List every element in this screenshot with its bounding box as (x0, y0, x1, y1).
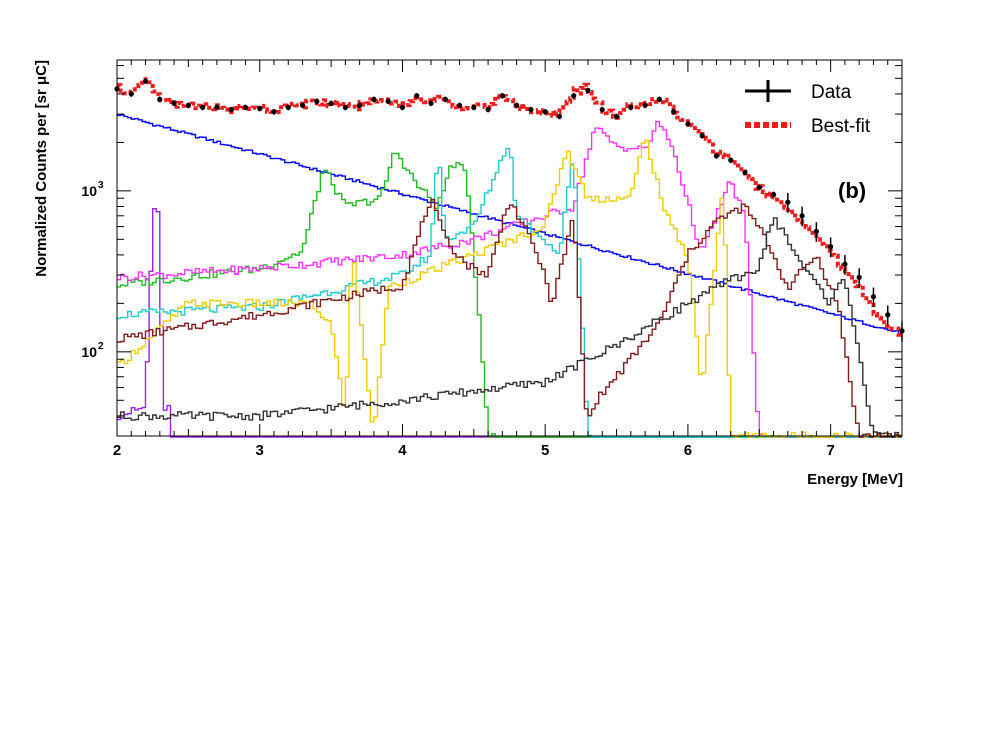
data-point (628, 104, 634, 110)
data-point (200, 104, 206, 110)
data-point (385, 98, 391, 104)
legend: Data Best-fit (745, 80, 871, 137)
data-point (556, 113, 563, 120)
data-point (471, 104, 477, 110)
data-point (656, 96, 662, 102)
best-fit-curve (117, 77, 902, 337)
data-point (685, 121, 691, 127)
data-point (599, 106, 605, 113)
y-axis-label: Normalized Counts per [sr μC] (33, 60, 50, 277)
data-point (499, 93, 505, 99)
data-point (157, 96, 163, 102)
data-point (713, 153, 720, 159)
data-point (514, 102, 520, 108)
histogram-series-3 (117, 152, 902, 438)
y-tick-label-exponent: 2 (98, 341, 104, 352)
series-layer (117, 114, 902, 438)
data-point (528, 106, 534, 113)
data-point (571, 93, 577, 99)
data-point (214, 104, 220, 110)
histogram-series-8 (117, 217, 902, 438)
legend-data-label: Data (811, 82, 852, 103)
data-point (485, 106, 491, 113)
data-point (613, 113, 620, 120)
data-point (799, 213, 805, 219)
legend-entry-data: Data (745, 80, 852, 103)
data-point (357, 102, 363, 108)
histogram-series-5 (117, 147, 902, 438)
data-layer (114, 78, 905, 342)
data-point (885, 312, 891, 318)
legend-entry-best-fit: Best-fit (745, 116, 871, 137)
data-point (699, 133, 705, 139)
data-point (456, 102, 463, 108)
data-point (342, 104, 348, 110)
panel-label: (b) (838, 178, 866, 203)
data-point (756, 184, 762, 191)
data-point (542, 109, 548, 115)
plot-frame (116, 59, 903, 437)
data-point (299, 102, 306, 108)
data-point (728, 157, 734, 163)
data-point (442, 96, 448, 102)
data-point (314, 98, 320, 104)
data-point (142, 78, 149, 84)
y-tick-label: 10 (81, 344, 97, 360)
data-point (770, 191, 777, 198)
histogram-series-6 (117, 139, 902, 438)
histogram-series-2 (117, 208, 902, 438)
x-tick-label: 2 (113, 442, 121, 459)
data-point (642, 102, 648, 108)
x-tick-label: 6 (684, 442, 692, 459)
data-point (428, 100, 434, 106)
data-point (828, 244, 834, 250)
data-point (285, 104, 291, 110)
y-tick-label-exponent: 3 (98, 180, 104, 191)
data-point (742, 169, 748, 176)
data-point (242, 104, 249, 110)
x-tick-label: 7 (826, 442, 834, 459)
fit-layer (117, 77, 902, 337)
data-point (128, 91, 134, 97)
y-tick-label: 10 (81, 183, 97, 199)
data-point (585, 87, 591, 94)
data-point (185, 102, 191, 108)
data-point (328, 100, 334, 106)
histogram-series-1 (117, 114, 902, 335)
data-point (813, 228, 819, 234)
data-point (856, 274, 862, 280)
data-point (785, 199, 791, 205)
data-point (371, 96, 377, 102)
data-point (228, 106, 234, 113)
data-point (171, 100, 177, 106)
data-point (271, 109, 277, 115)
histogram-series-7 (117, 198, 902, 438)
data-point (257, 105, 263, 112)
x-axis-label: Energy [MeV] (807, 471, 903, 488)
data-point (399, 104, 406, 110)
data-point (842, 261, 848, 267)
data-point (870, 294, 877, 300)
data-point (414, 93, 420, 99)
x-tick-label: 4 (398, 442, 407, 459)
x-tick-label: 5 (541, 442, 549, 459)
x-tick-label: 3 (256, 442, 264, 459)
legend-best-fit-label: Best-fit (811, 116, 871, 137)
data-point (671, 109, 677, 115)
